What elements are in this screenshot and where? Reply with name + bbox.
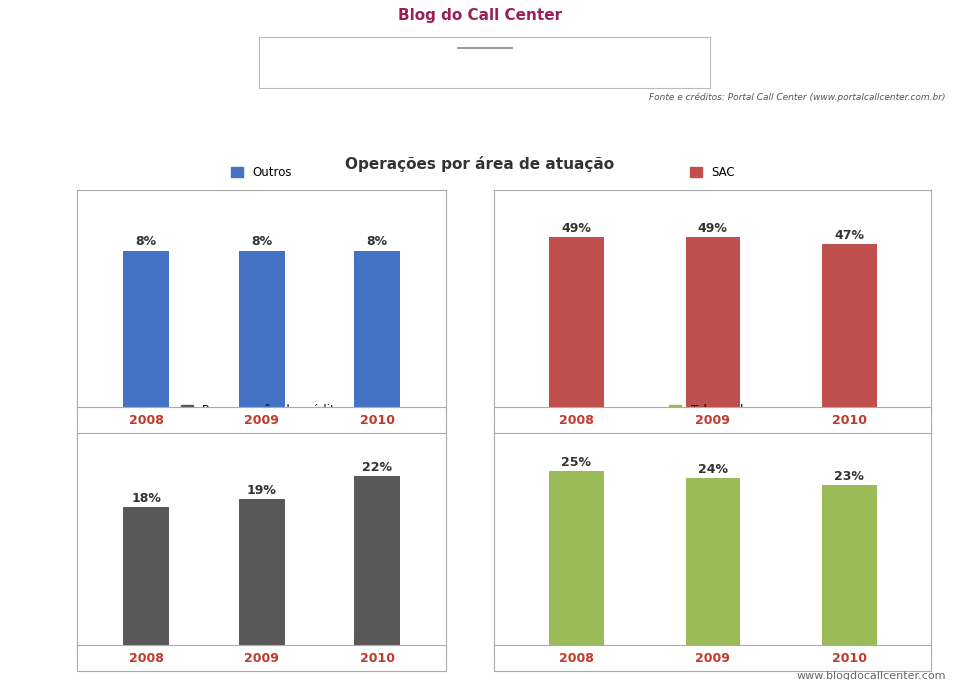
Text: 2009: 2009: [695, 413, 731, 427]
Bar: [354, 251, 400, 411]
Text: 49%: 49%: [698, 222, 728, 235]
Text: 2009: 2009: [244, 413, 279, 427]
Text: 2010: 2010: [831, 651, 867, 665]
Text: Blog do Call Center: Blog do Call Center: [398, 7, 562, 23]
Text: 19%: 19%: [247, 484, 276, 497]
Text: 2010: 2010: [360, 651, 395, 665]
Text: 25%: 25%: [562, 456, 591, 469]
Bar: [685, 478, 740, 649]
Text: 2009: 2009: [244, 651, 279, 665]
Text: 8%: 8%: [367, 235, 388, 248]
Text: 24%: 24%: [698, 463, 728, 476]
Legend: Outros: Outros: [227, 162, 297, 184]
Text: 2008: 2008: [129, 413, 163, 427]
Bar: [238, 251, 285, 411]
Bar: [685, 237, 740, 411]
Bar: [822, 244, 876, 411]
Bar: [354, 476, 400, 649]
Legend: Recuperação de crédito: Recuperação de crédito: [177, 400, 347, 422]
Legend: Televendas: Televendas: [664, 400, 761, 422]
Text: 2008: 2008: [559, 413, 593, 427]
Text: Estatísticas do mercado de Call Center e Contact Center no Brasil: Estatísticas do mercado de Call Center e…: [173, 116, 787, 134]
Bar: [822, 486, 876, 649]
Text: www.blogdocallcenter.com: www.blogdocallcenter.com: [796, 670, 946, 680]
Text: 2010: 2010: [831, 413, 867, 427]
Bar: [123, 251, 169, 411]
Text: Fonte e créditos: Portal Call Center (www.portalcallcenter.com.br): Fonte e créditos: Portal Call Center (ww…: [649, 92, 946, 101]
Text: 2008: 2008: [129, 651, 163, 665]
Text: 47%: 47%: [834, 228, 864, 241]
Text: 8%: 8%: [251, 235, 273, 248]
Text: 2010: 2010: [360, 413, 395, 427]
Text: 18%: 18%: [132, 492, 161, 505]
Text: Operações por área de atuação: Operações por área de atuação: [346, 156, 614, 172]
Bar: [123, 507, 169, 649]
Text: 2009: 2009: [695, 651, 731, 665]
Text: 22%: 22%: [362, 460, 392, 473]
Text: 2008: 2008: [559, 651, 593, 665]
Bar: [549, 471, 604, 649]
Bar: [549, 237, 604, 411]
Text: 49%: 49%: [562, 222, 591, 235]
Bar: [238, 499, 285, 649]
Text: 23%: 23%: [834, 471, 864, 483]
Text: 8%: 8%: [135, 235, 156, 248]
Legend: SAC: SAC: [685, 162, 740, 184]
